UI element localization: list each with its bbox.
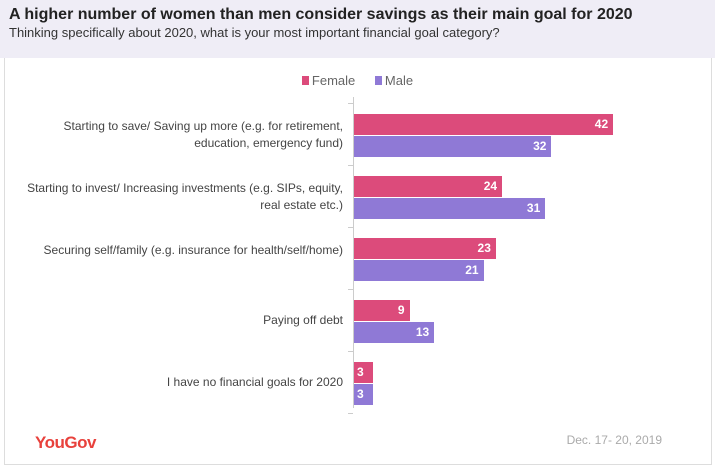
category-label: Starting to save/ Saving up more (e.g. f… — [63, 119, 343, 150]
legend-swatch-male — [374, 76, 382, 85]
category-label: I have no financial goals for 2020 — [166, 375, 343, 389]
legend-label-female: Female — [311, 73, 356, 88]
bar-female: 23 — [354, 238, 496, 259]
data-label: 23 — [477, 241, 491, 255]
legend-label-male: Male — [384, 73, 414, 88]
bar-male: 3 — [354, 384, 373, 405]
header: A higher number of women than men consid… — [0, 0, 715, 58]
chart-frame — [4, 58, 712, 465]
yougov-logo: YouGov — [35, 433, 96, 452]
axis-tick — [348, 227, 353, 228]
chart-title: A higher number of women than men consid… — [9, 6, 633, 23]
legend-male: Male — [374, 73, 414, 88]
axis-tick — [348, 165, 353, 166]
chart-subtitle: Thinking specifically about 2020, what i… — [9, 25, 500, 40]
bar-male: 32 — [354, 136, 552, 157]
bar-female: 24 — [354, 176, 503, 197]
axis-tick — [348, 103, 353, 104]
data-label: 42 — [594, 117, 609, 131]
data-label: 3 — [357, 387, 364, 401]
data-label: 21 — [465, 263, 479, 277]
data-label: 24 — [483, 179, 498, 193]
data-label: 3 — [357, 365, 364, 379]
bar-male: 13 — [354, 322, 435, 343]
y-axis — [353, 97, 354, 408]
axis-tick — [348, 413, 353, 414]
data-label: 9 — [397, 303, 405, 317]
legend-swatch-female — [301, 76, 309, 85]
legend-female: Female — [301, 73, 356, 88]
axis-tick — [348, 351, 353, 352]
legend: Female Male — [0, 73, 715, 88]
bar-male: 21 — [354, 260, 484, 281]
bar-male: 31 — [354, 198, 546, 219]
data-label: 32 — [533, 139, 547, 153]
category-label: Paying off debt — [263, 313, 343, 327]
axis-tick — [348, 289, 353, 290]
data-label: 13 — [415, 325, 430, 339]
category-label: Starting to invest/ Increasing investmen… — [27, 181, 343, 212]
data-label: 31 — [526, 201, 541, 215]
bar-female: 42 — [354, 114, 614, 135]
category-label: Securing self/family (e.g. insurance for… — [43, 243, 343, 257]
survey-date: Dec. 17- 20, 2019 — [566, 433, 662, 447]
bar-female: 9 — [354, 300, 410, 321]
bar-female: 3 — [354, 362, 373, 383]
